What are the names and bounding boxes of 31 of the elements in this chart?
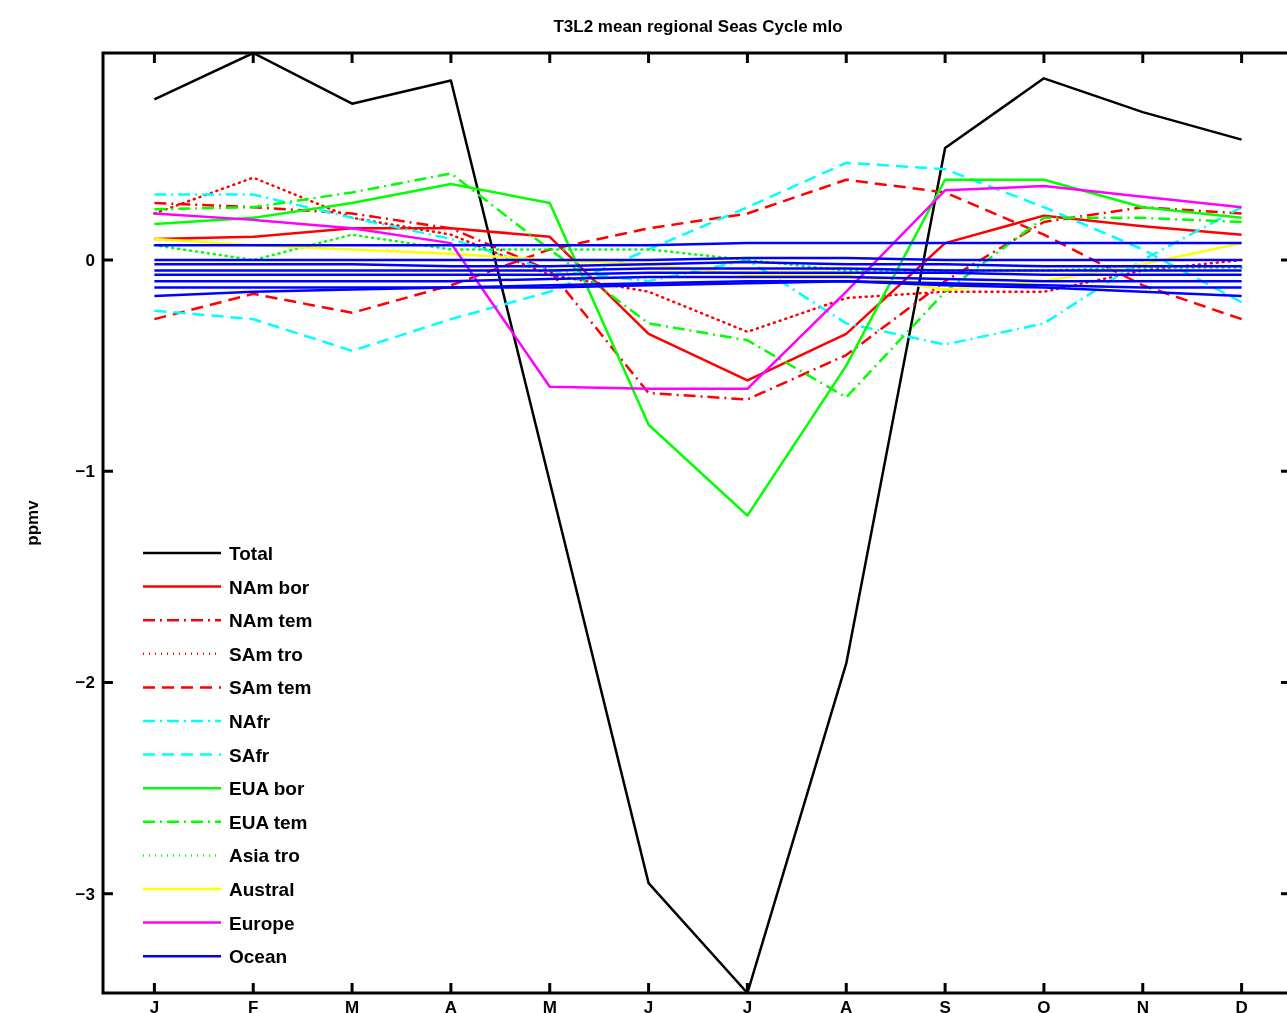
legend-label: SAm tro <box>229 643 303 665</box>
x-tick-label: M <box>542 998 557 1013</box>
y-tick-label: −3 <box>75 884 95 904</box>
legend-label: SAm tem <box>229 677 312 699</box>
chart-title: T3L2 mean regional Seas Cycle mlo <box>553 17 843 36</box>
legend-label: NAm bor <box>229 576 310 598</box>
legend-label: Austral <box>229 879 295 900</box>
legend-label: NAm tem <box>229 610 313 632</box>
y-tick-label: −2 <box>75 673 95 693</box>
y-tick-label: 0 <box>85 251 95 271</box>
x-tick-label: F <box>248 998 259 1013</box>
legend-label: Asia tro <box>229 845 300 867</box>
legend-label: Ocean <box>229 946 288 968</box>
x-tick-label: D <box>1235 998 1248 1013</box>
x-tick-label: J <box>149 998 160 1013</box>
legend-label: SAfr <box>229 744 270 766</box>
x-tick-label: N <box>1136 998 1149 1013</box>
legend-label: EUA tem <box>229 811 308 833</box>
x-tick-label: J <box>643 998 654 1013</box>
y-tick-label: −1 <box>75 462 95 482</box>
x-tick-label: A <box>444 998 458 1013</box>
y-axis-title: ppmv <box>23 499 42 546</box>
legend-label: Europe <box>229 912 295 934</box>
x-tick-label: S <box>939 998 951 1013</box>
x-tick-label: M <box>344 998 360 1013</box>
legend-label: EUA bor <box>229 778 305 800</box>
x-tick-label: A <box>840 998 853 1013</box>
x-tick-label: O <box>1037 998 1051 1013</box>
legend-label: Total <box>229 543 273 564</box>
legend-label: NAfr <box>229 711 271 732</box>
x-tick-label: J <box>742 998 753 1013</box>
